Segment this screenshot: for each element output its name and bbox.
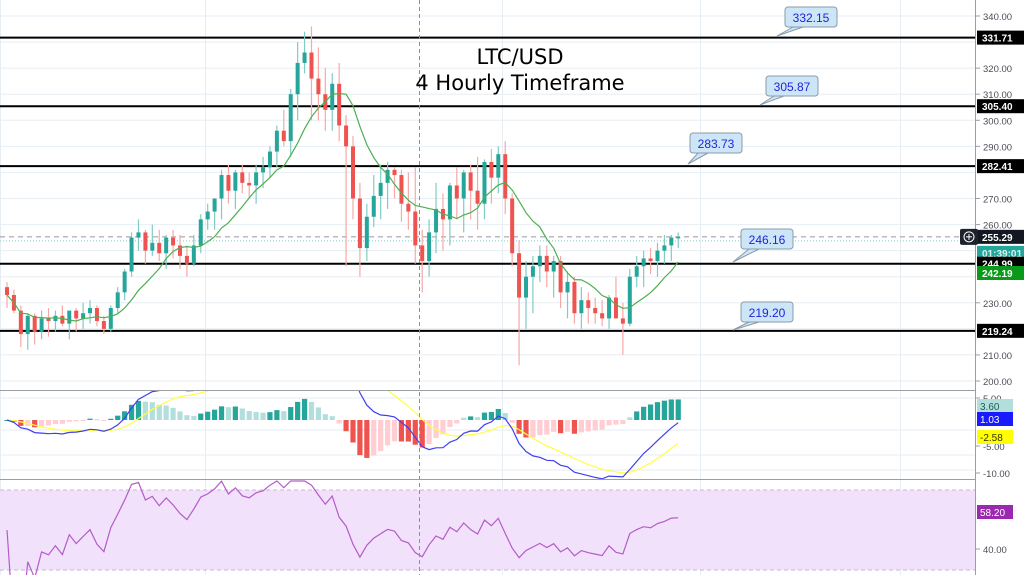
svg-text:230.00: 230.00: [983, 299, 1012, 310]
price-callouts[interactable]: 332.15 305.87 283.73 246.16 219.20: [687, 6, 838, 331]
svg-text:219.20: 219.20: [749, 306, 786, 320]
rsi-axis-label-0: 58.20: [977, 505, 1013, 519]
svg-text:3.60: 3.60: [980, 402, 1000, 413]
macd-indicator: [4, 391, 681, 479]
svg-text:283.73: 283.73: [698, 137, 735, 151]
svg-text:340.00: 340.00: [983, 12, 1012, 23]
svg-text:282.41: 282.41: [982, 162, 1013, 173]
macd-axis-label-2: -2.58: [977, 430, 1013, 444]
svg-text:-2.58: -2.58: [980, 433, 1003, 444]
svg-text:270.00: 270.00: [983, 195, 1012, 206]
price-callout-4[interactable]: 219.20: [732, 301, 794, 331]
svg-text:290.00: 290.00: [983, 142, 1012, 153]
svg-text:210.00: 210.00: [983, 351, 1012, 362]
svg-text:260.00: 260.00: [983, 221, 1012, 232]
svg-text:310.00: 310.00: [983, 90, 1012, 101]
svg-text:-10.00: -10.00: [983, 469, 1010, 480]
price-callout-2[interactable]: 283.73: [687, 132, 743, 165]
add-alert-plus-icon[interactable]: [960, 228, 978, 245]
rsi-indicator: [6, 480, 679, 580]
rsi-overbought-oversold-band: [0, 489, 975, 571]
moving-average-line: [6, 92, 679, 322]
price-axis-label-6: 242.19: [977, 266, 1024, 281]
svg-text:01:39:01: 01:39:01: [982, 249, 1022, 260]
macd-axis-label-1: 1.03: [977, 412, 1013, 426]
svg-text:-5.00: -5.00: [983, 442, 1005, 453]
svg-text:305.40: 305.40: [982, 102, 1013, 113]
svg-text:40.00: 40.00: [983, 545, 1007, 556]
price-axis[interactable]: 340.00 320.00 310.00 300.00 290.00 270.00 260.…: [960, 12, 1024, 556]
price-axis-label-0: 331.71: [977, 30, 1024, 45]
svg-text:219.24: 219.24: [982, 327, 1013, 338]
svg-text:300.00: 300.00: [983, 116, 1012, 127]
svg-text:305.87: 305.87: [774, 80, 811, 94]
price-callout-0[interactable]: 332.15: [776, 6, 838, 37]
svg-text:244.99: 244.99: [982, 260, 1013, 271]
price-callout-1[interactable]: 305.87: [759, 75, 819, 106]
macd-axis-label-0: 3.60: [977, 399, 1013, 413]
svg-text:332.15: 332.15: [793, 11, 830, 25]
candlestick-series: [5, 26, 681, 366]
price-callout-3[interactable]: 246.16: [732, 228, 794, 263]
svg-text:331.71: 331.71: [982, 34, 1013, 45]
price-axis-label-7: 219.24: [977, 323, 1024, 338]
svg-text:320.00: 320.00: [983, 64, 1012, 75]
svg-text:242.19: 242.19: [982, 269, 1013, 280]
svg-text:255.29: 255.29: [982, 233, 1013, 244]
price-axis-label-3: 255.29: [977, 229, 1024, 244]
price-axis-label-1: 305.40: [977, 99, 1024, 114]
svg-text:1.03: 1.03: [980, 415, 1000, 426]
svg-text:246.16: 246.16: [749, 233, 786, 247]
price-axis-label-4: 01:39:01: [977, 245, 1024, 260]
svg-text:58.20: 58.20: [980, 508, 1005, 519]
svg-text:200.00: 200.00: [983, 377, 1012, 388]
price-axis-label-2: 282.41: [977, 159, 1024, 174]
